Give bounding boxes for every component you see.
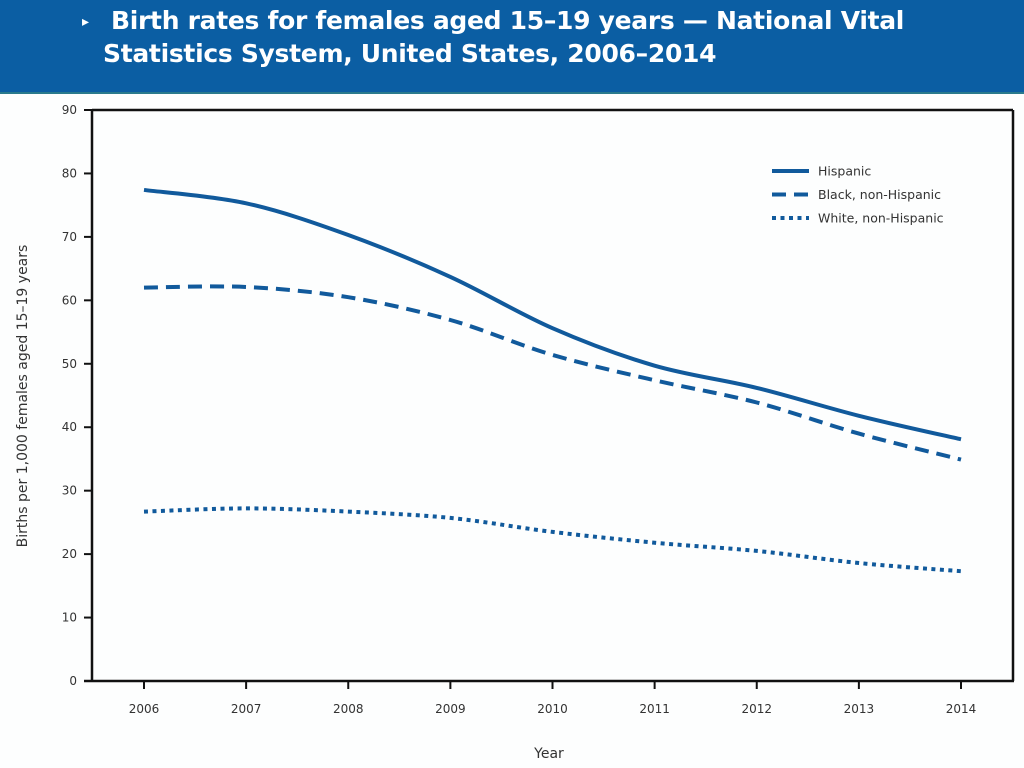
- legend-label-hispanic: Hispanic: [818, 164, 871, 179]
- y-tick-label: 30: [62, 484, 77, 498]
- legend: Hispanic Black, non-Hispanic White, non-Hi…: [772, 164, 944, 226]
- bullet-icon: ▸: [82, 13, 90, 29]
- series-lines: [143, 187, 962, 574]
- x-tick-label: 2010: [537, 702, 568, 716]
- x-tick-label: 2011: [639, 702, 670, 716]
- y-tick-label: 60: [62, 293, 77, 307]
- x-tick-label: 2006: [129, 702, 160, 716]
- y-tick-label: 20: [62, 547, 77, 561]
- y-tick-label: 0: [69, 674, 77, 688]
- slide-header: ▸ Birth rates for females aged 15–19 yea…: [0, 0, 1024, 94]
- y-tick-label: 80: [62, 166, 77, 180]
- line-chart: 0 10 20 30 40 50 60 70 80 90 2006 2007 2008 2009 2010…: [15, 103, 1015, 762]
- series-line-white-non-hispanic: [143, 506, 962, 574]
- x-tick-label: 2009: [435, 702, 466, 716]
- slide-title: Birth rates for females aged 15–19 years…: [103, 6, 905, 68]
- y-tick-label: 90: [62, 103, 77, 117]
- series-line-hispanic: [143, 187, 962, 442]
- series-line-black-non-hispanic: [143, 284, 962, 462]
- y-tick-label: 10: [62, 611, 77, 625]
- y-axis: 0 10 20 30 40 50 60 70 80 90: [62, 103, 92, 688]
- y-tick-label: 70: [62, 230, 77, 244]
- x-tick-label: 2013: [844, 702, 875, 716]
- x-tick-label: 2008: [333, 702, 364, 716]
- x-tick-label: 2014: [946, 702, 977, 716]
- legend-label-black-non-hispanic: Black, non-Hispanic: [818, 187, 941, 202]
- x-tick-label: 2007: [231, 702, 262, 716]
- x-axis-title: Year: [533, 746, 564, 762]
- legend-label-white-non-hispanic: White, non-Hispanic: [818, 211, 944, 226]
- y-tick-label: 40: [62, 420, 77, 434]
- y-axis-title: Births per 1,000 females aged 15–19 year…: [15, 245, 31, 548]
- y-tick-label: 50: [62, 357, 77, 371]
- x-tick-label: 2012: [741, 702, 772, 716]
- x-axis: 2006 2007 2008 2009 2010 2011 2012 2013 2014: [129, 681, 977, 716]
